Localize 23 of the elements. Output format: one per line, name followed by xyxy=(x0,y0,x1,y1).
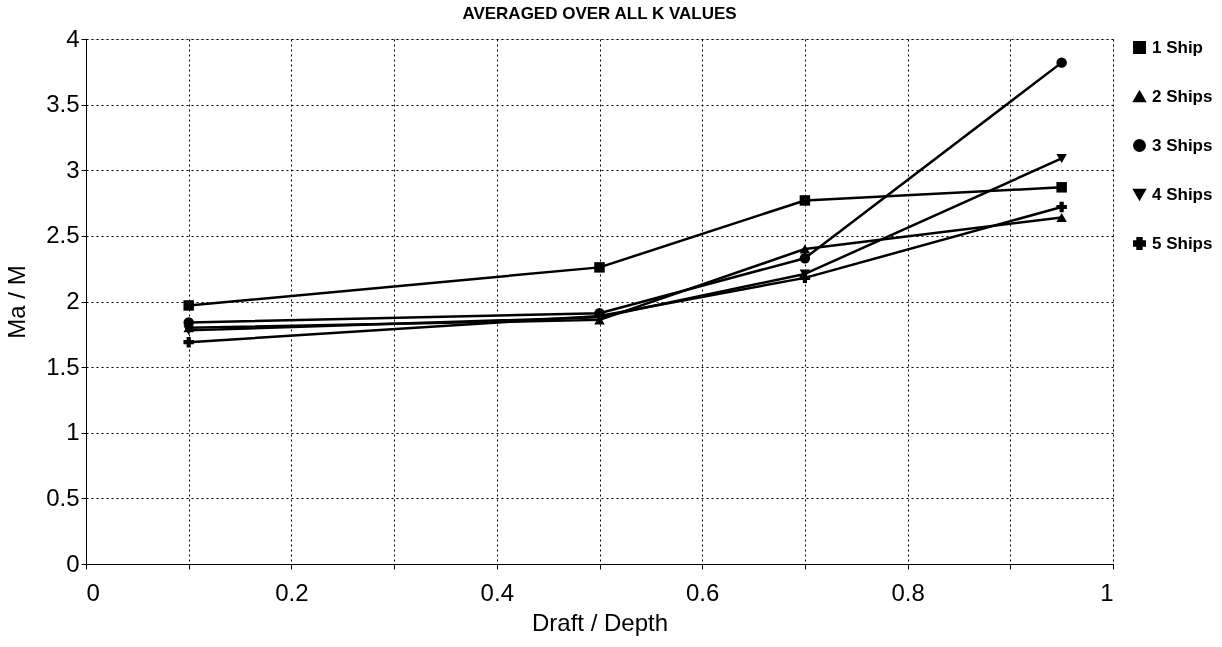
x-tick-label: 0.6 xyxy=(686,578,720,606)
legend-label: 1 Ship xyxy=(1152,37,1204,57)
y-tick-label: 4 xyxy=(66,24,80,52)
y-axis-title: Ma / M xyxy=(3,265,31,339)
y-tick-label: 0.5 xyxy=(46,483,80,511)
x-axis-title: Draft / Depth xyxy=(531,608,669,636)
y-tick-label: 2.5 xyxy=(46,221,80,249)
legend-label: 2 Ships xyxy=(1152,86,1213,106)
y-tick-label: 3.5 xyxy=(46,90,80,118)
legend-label: 3 Ships xyxy=(1152,135,1213,155)
x-tick-label: 0.8 xyxy=(891,578,925,606)
legend-label: 4 Ships xyxy=(1152,184,1213,204)
y-tick-label: 1.5 xyxy=(46,352,80,380)
y-tick-label: 3 xyxy=(66,155,80,183)
chart-title: AVERAGED OVER ALL K VALUES xyxy=(462,4,737,23)
x-tick-label: 1 xyxy=(1100,578,1114,606)
y-tick-label: 0 xyxy=(66,549,80,577)
x-tick-label: 0 xyxy=(86,578,100,606)
x-tick-label: 0.4 xyxy=(480,578,514,606)
y-tick-label: 2 xyxy=(66,287,80,314)
y-tick-label: 1 xyxy=(66,418,80,446)
x-tick-label: 0.2 xyxy=(275,578,309,606)
legend-label: 5 Ships xyxy=(1152,233,1213,253)
